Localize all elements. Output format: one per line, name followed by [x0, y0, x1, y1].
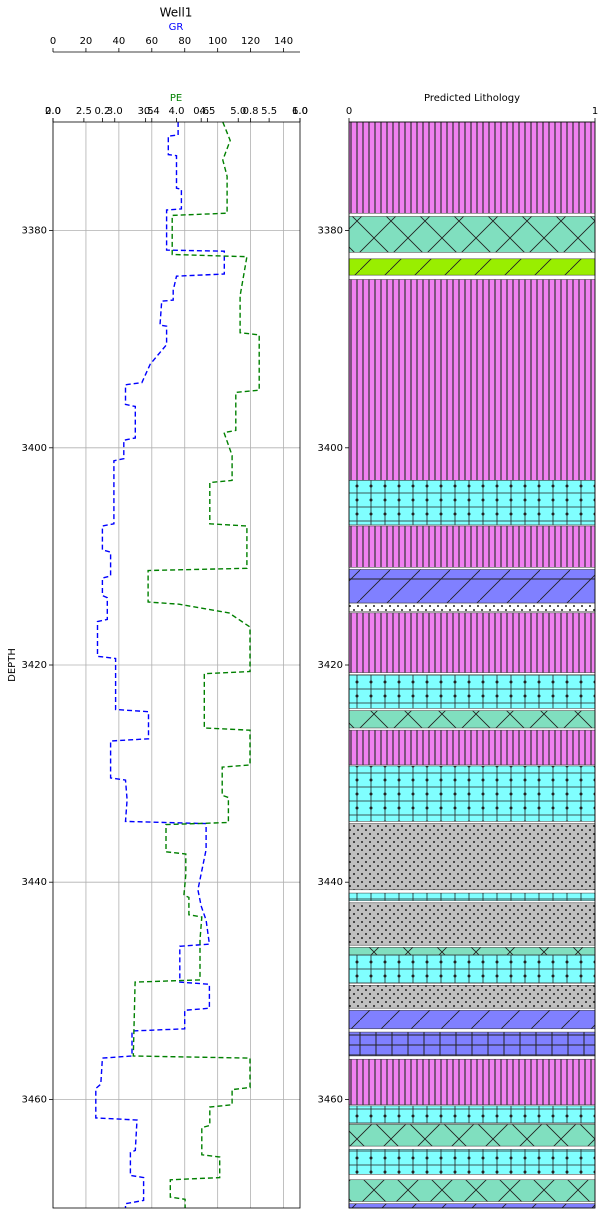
chart-title: Predicted Lithology: [424, 93, 520, 104]
lithology-hatch: [348, 1105, 596, 1124]
extra-x-tick-label: 0.6: [193, 106, 209, 117]
x1-tick-label: 6.0: [292, 106, 308, 117]
lithology-hatch: [348, 729, 596, 766]
lithology-hatch: [348, 569, 596, 604]
y-tick-label: 3400: [318, 443, 343, 454]
x1-tick-label: 3.5: [138, 106, 154, 117]
x-tick-label: 1: [592, 106, 598, 117]
x0-tick-label: 120: [241, 36, 260, 47]
x1-tick-label: 3.0: [107, 106, 123, 117]
lithology-hatch: [348, 674, 596, 709]
lithology-hatch: [348, 892, 596, 901]
lithology-hatch: [348, 1203, 596, 1209]
x1-tick-label: 4.0: [169, 106, 185, 117]
x0-tick-label: 0: [50, 36, 56, 47]
lithology-hatch: [348, 954, 596, 984]
y-tick-label: 3440: [22, 877, 47, 888]
extra-x-tick-label: 0.4: [144, 106, 160, 117]
x0-tick-label: 100: [208, 36, 227, 47]
gr-axis-label: GR: [169, 22, 184, 33]
y-tick-label: 3420: [318, 660, 343, 671]
lithology-hatch: [348, 258, 596, 276]
y-tick-label: 3460: [318, 1094, 343, 1105]
lithology-hatch: [348, 1010, 596, 1030]
extra-x-tick-label: 0.8: [243, 106, 259, 117]
x1-tick-label: 5.0: [230, 106, 246, 117]
x0-tick-label: 80: [178, 36, 191, 47]
chart-title: Well1: [160, 6, 193, 20]
lithology-hatch: [348, 612, 596, 673]
extra-x-tick-label: 0.2: [94, 106, 110, 117]
lithology-hatch: [348, 1124, 596, 1147]
x0-tick-label: 20: [80, 36, 93, 47]
y-tick-label: 3460: [22, 1094, 47, 1105]
extra-x-tick-label: 0.0: [45, 106, 61, 117]
x1-tick-label: 2.0: [45, 106, 61, 117]
plot-frame: [348, 121, 596, 1209]
lithology-hatch: [348, 602, 596, 613]
lithology-hatch: [348, 710, 596, 729]
x0-tick-label: 140: [274, 36, 293, 47]
x0-tick-label: 40: [112, 36, 125, 47]
lithology-hatch: [348, 1179, 596, 1202]
plot-frame: [52, 121, 301, 1209]
log-curve: [95, 122, 225, 1208]
lithology-hatch: [348, 121, 596, 214]
x1-tick-label: 2.5: [76, 106, 92, 117]
lithology-hatch: [348, 902, 596, 946]
x0-tick-label: 60: [145, 36, 158, 47]
x1-tick-label: 5.5: [261, 106, 277, 117]
lithology-hatch: [348, 823, 596, 891]
y-tick-label: 3420: [22, 660, 47, 671]
lithology-hatch: [348, 480, 596, 526]
lithology-hatch: [348, 947, 596, 956]
y-axis-label: DEPTH: [7, 648, 18, 682]
y-tick-label: 3400: [22, 443, 47, 454]
lithology-hatch: [348, 216, 596, 253]
x-tick-label: 0: [346, 106, 352, 117]
lithology-hatch: [348, 279, 596, 481]
lithology-hatch: [348, 1031, 596, 1057]
lithology-hatch: [348, 1149, 596, 1175]
pe-axis-label: PE: [170, 93, 182, 104]
lithology-hatch: [348, 765, 596, 822]
lithology-hatch: [348, 985, 596, 1009]
y-tick-label: 3440: [318, 877, 343, 888]
x1-tick-label: 4.5: [199, 106, 215, 117]
lithology-hatch: [348, 1058, 596, 1106]
y-tick-label: 3380: [22, 226, 47, 237]
y-tick-label: 3380: [318, 226, 343, 237]
lithology-hatch: [348, 525, 596, 568]
extra-x-tick-label: 1.0: [292, 106, 308, 117]
